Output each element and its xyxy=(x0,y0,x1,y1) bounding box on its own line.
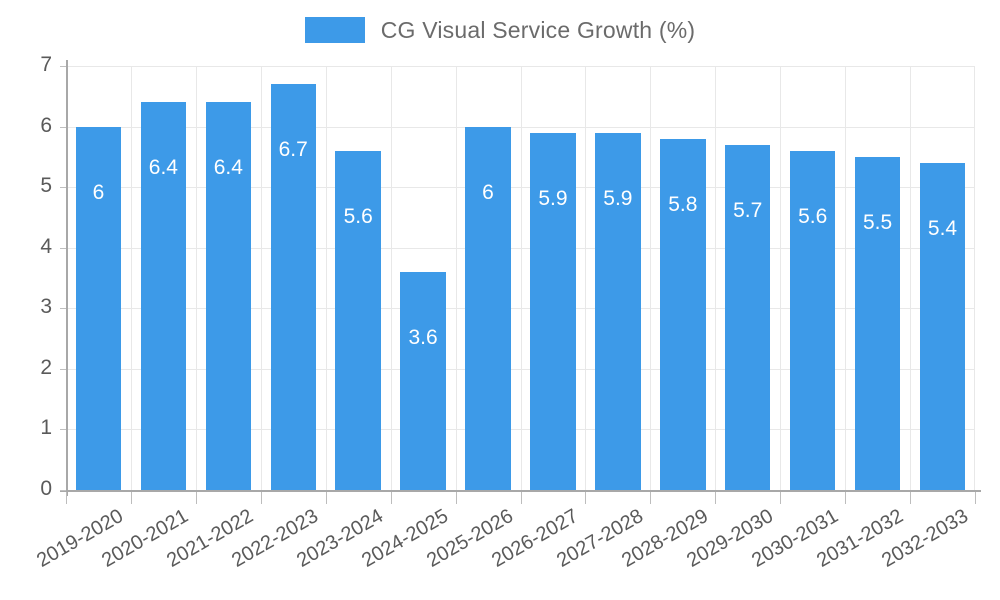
y-tick-mark xyxy=(60,429,66,431)
vertical-gridline xyxy=(715,66,716,490)
bar-value-label: 5.4 xyxy=(927,216,958,240)
bar[interactable] xyxy=(465,126,511,490)
bar[interactable] xyxy=(919,162,966,490)
x-tick-mark xyxy=(391,492,392,504)
vertical-gridline xyxy=(650,66,651,490)
x-tick-mark xyxy=(456,492,457,504)
y-tick-mark xyxy=(60,247,66,249)
y-tick-mark xyxy=(60,66,66,67)
bar-value-label: 6.4 xyxy=(148,156,178,180)
x-axis-line xyxy=(60,490,981,492)
bar[interactable] xyxy=(270,84,316,490)
y-tick-label: 0 xyxy=(40,477,52,500)
y-tick-label: 6 xyxy=(40,113,52,137)
vertical-gridline xyxy=(326,66,327,490)
y-tick-label: 7 xyxy=(40,53,52,76)
y-tick-label: 3 xyxy=(40,295,52,319)
bar-value-label: 6.4 xyxy=(213,156,243,180)
x-tick-mark xyxy=(131,492,132,504)
x-tick-mark xyxy=(585,492,586,504)
x-tick-mark xyxy=(326,492,327,504)
horizontal-gridline xyxy=(66,368,975,370)
legend-color-swatch xyxy=(304,17,365,43)
legend-label: CG Visual Service Growth (%) xyxy=(380,16,696,43)
y-tick-mark xyxy=(60,187,66,189)
x-tick-mark xyxy=(845,492,846,504)
horizontal-gridline xyxy=(66,126,975,128)
bar-value-label: 3.6 xyxy=(408,325,438,349)
x-tick-mark xyxy=(66,492,67,504)
x-tick-mark xyxy=(261,492,262,504)
vertical-gridline xyxy=(780,66,781,490)
x-tick-mark xyxy=(910,492,911,504)
bar[interactable] xyxy=(660,138,706,490)
x-tick-mark xyxy=(715,492,716,504)
horizontal-gridline xyxy=(66,308,975,310)
bar-value-label: 5.6 xyxy=(798,204,828,228)
bar-value-label: 5.9 xyxy=(603,186,633,210)
horizontal-gridline xyxy=(66,66,975,67)
chart-legend: CG Visual Service Growth (%) xyxy=(0,10,1000,50)
x-tick-mark xyxy=(780,492,781,504)
horizontal-gridline xyxy=(66,247,975,249)
plot-area: 6 6.4 6.4 6.7 5.6 3.6 6 5.9 5.9 5.8 5.7 5.6 5.5 5.4 xyxy=(66,66,975,490)
bar[interactable] xyxy=(205,102,252,490)
y-tick-label: 2 xyxy=(40,355,52,379)
bar[interactable] xyxy=(335,150,381,490)
y-tick-mark xyxy=(60,308,66,310)
bar[interactable] xyxy=(854,156,901,490)
bar[interactable] xyxy=(725,144,771,490)
vertical-gridline xyxy=(261,66,262,490)
x-tick-mark xyxy=(521,492,522,504)
y-tick-label: 4 xyxy=(40,234,52,258)
bar[interactable] xyxy=(140,102,187,490)
y-tick-mark xyxy=(60,368,66,370)
horizontal-gridline xyxy=(66,429,975,431)
bar-value-label: 6.7 xyxy=(278,138,308,162)
bar-value-label: 5.7 xyxy=(733,198,763,222)
horizontal-gridline xyxy=(66,187,975,189)
vertical-gridline xyxy=(521,66,522,490)
bar-value-label: 5.8 xyxy=(668,192,698,216)
bar[interactable] xyxy=(530,132,576,490)
bar[interactable] xyxy=(789,150,836,490)
vertical-gridline xyxy=(456,66,457,490)
vertical-gridline xyxy=(391,66,392,490)
plot-right-border xyxy=(974,66,975,490)
x-tick-mark xyxy=(650,492,651,504)
y-tick-mark xyxy=(60,490,66,491)
vertical-gridline xyxy=(196,66,197,490)
y-axis-line xyxy=(66,60,68,496)
y-tick-label: 1 xyxy=(40,416,52,440)
x-tick-mark xyxy=(975,492,976,504)
bar-value-label: 5.9 xyxy=(538,186,568,210)
bar-value-label: 5.5 xyxy=(862,210,893,234)
bar[interactable] xyxy=(595,132,641,490)
bar-value-label: 6 xyxy=(482,180,494,204)
vertical-gridline xyxy=(585,66,586,490)
x-tick-mark xyxy=(196,492,197,504)
bar-value-label: 6 xyxy=(92,180,105,204)
bar[interactable] xyxy=(400,271,446,490)
y-tick-mark xyxy=(60,126,66,128)
bar[interactable] xyxy=(75,126,122,490)
vertical-gridline xyxy=(910,66,911,490)
bar-value-label: 5.6 xyxy=(343,204,373,228)
y-tick-label: 5 xyxy=(40,174,52,198)
vertical-gridline xyxy=(131,66,132,490)
vertical-gridline xyxy=(845,66,846,490)
